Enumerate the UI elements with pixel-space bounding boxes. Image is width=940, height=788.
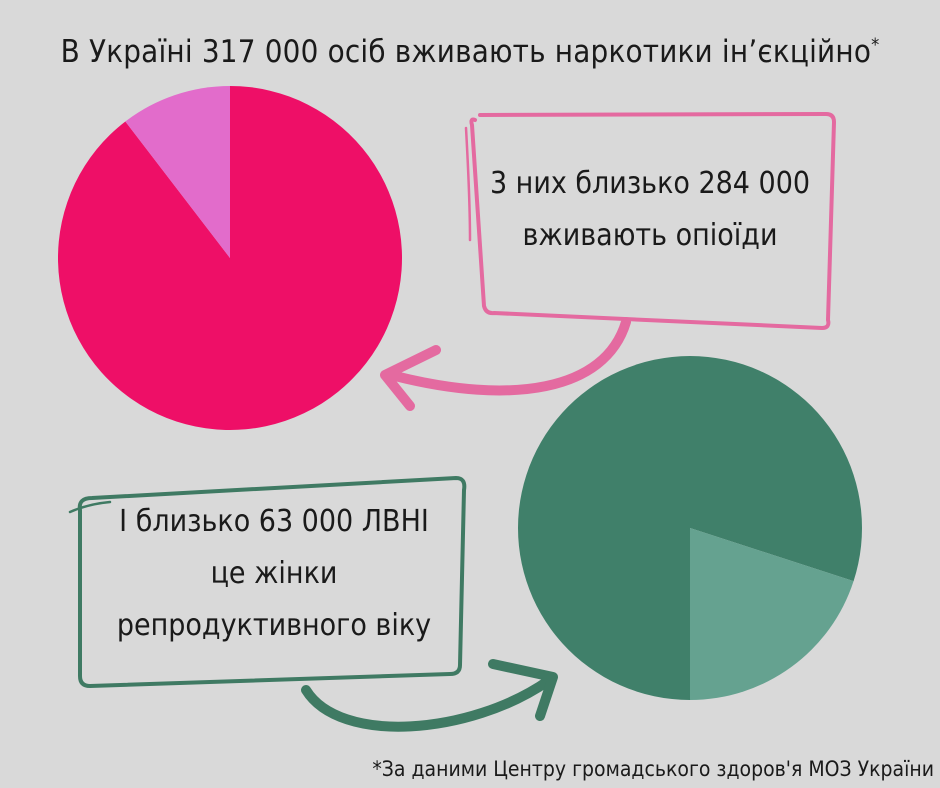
pie-chart-women (517, 356, 862, 700)
pie-opioids-slice-1 (57, 86, 402, 430)
pie-opioids-slice-2 (125, 86, 230, 258)
callout-opioids-line1: 3 них близько 284 000 (489, 166, 811, 201)
callout-opioids: 3 них близько 284 000 вживають опіоїди (470, 158, 830, 262)
arrow-green (301, 676, 553, 732)
callout-box-green-overlap (68, 500, 112, 514)
callout-women: І близько 63 000 ЛВНІ це жінки репродукт… (84, 496, 464, 652)
callout-box-pink-overlap (464, 126, 472, 242)
arrow-green-head (488, 659, 558, 721)
arrow-pink (390, 317, 631, 396)
callout-women-line3: репродуктивного віку (116, 608, 432, 643)
pie-women-slice-1 (517, 356, 862, 700)
footnote-source: *За даними Центру громадського здоров'я … (372, 757, 934, 781)
callout-box-green (77, 476, 467, 688)
pie-chart-opioids (57, 86, 402, 430)
title-text: В Україні 317 000 осіб вживають наркотик… (60, 34, 872, 70)
pie-women-slice-2 (690, 528, 854, 700)
footnote-marker: * (871, 34, 880, 56)
page-title: В Україні 317 000 осіб вживають наркотик… (0, 34, 940, 70)
arrow-pink-head (380, 345, 441, 411)
callout-women-line1: І близько 63 000 ЛВНІ (119, 504, 429, 539)
callout-women-line2: це жінки (210, 556, 338, 591)
callout-opioids-line2: вживають опіоїди (522, 218, 778, 253)
callout-box-pink (469, 112, 836, 330)
